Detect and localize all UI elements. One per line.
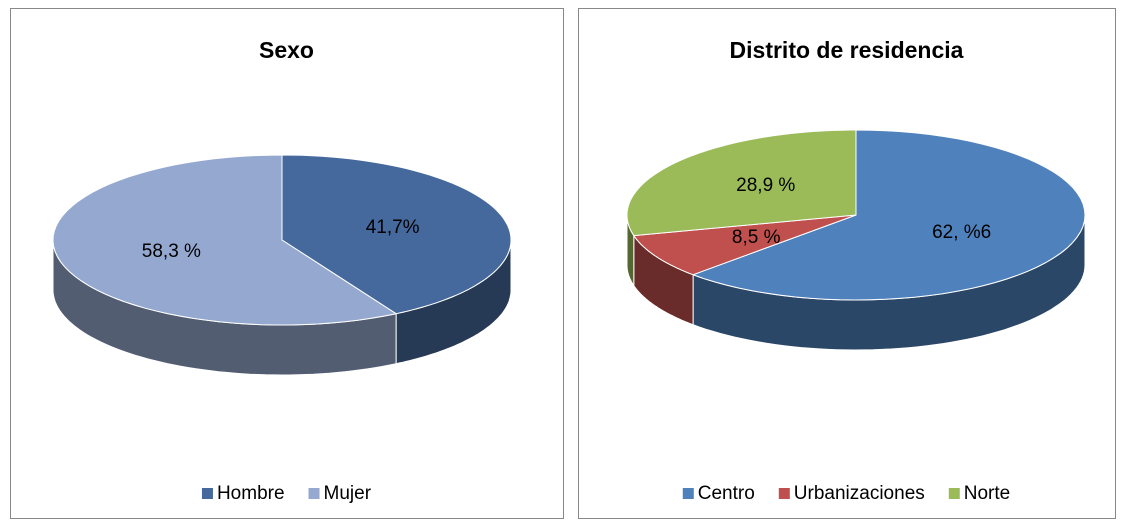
legend-swatch (778, 488, 790, 499)
legend-label: Norte (964, 483, 1010, 504)
legend-label: Centro (698, 483, 755, 504)
chart-title: Distrito de residencia (730, 37, 964, 63)
data-label: 41,7% (366, 217, 420, 238)
data-label: 8,5 % (732, 227, 781, 248)
legend-swatch (948, 488, 960, 499)
data-label: 62, %6 (932, 222, 991, 243)
data-label: 58,3 % (142, 241, 201, 262)
pie-slice (691, 129, 1086, 301)
pie-slice (632, 214, 857, 276)
legend-label: Urbanizaciones (794, 483, 925, 504)
data-label: 28,9 % (736, 175, 795, 196)
legend-swatch (201, 488, 213, 499)
legend-swatch (682, 488, 694, 499)
chart-title: Sexo (259, 37, 314, 63)
pie-slice (626, 129, 857, 237)
legend-swatch (308, 488, 320, 499)
legend-label: Hombre (217, 483, 285, 504)
legend-label: Mujer (324, 483, 372, 504)
pie-slice (281, 154, 512, 315)
pie-slice (52, 154, 398, 326)
